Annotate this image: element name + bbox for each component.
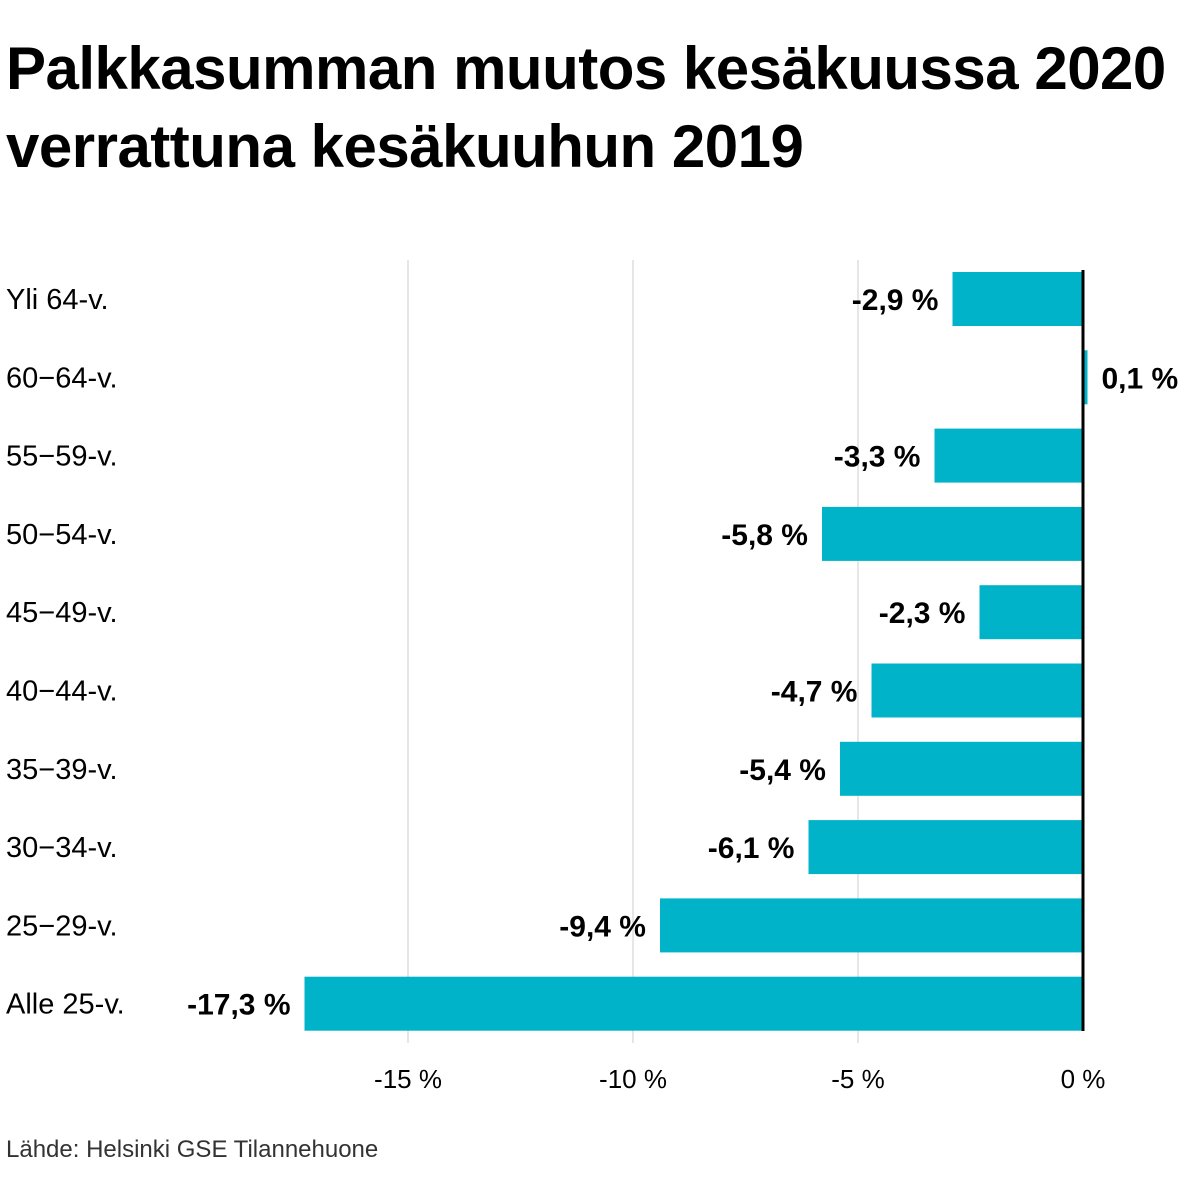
x-tick-label: 0 % (1061, 1064, 1106, 1094)
category-label: 50−54-v. (6, 519, 118, 551)
category-label: 45−49-v. (6, 597, 118, 629)
x-tick-label: -5 % (831, 1064, 884, 1094)
value-label: -3,3 % (834, 441, 921, 474)
category-label: 55−59-v. (6, 441, 118, 473)
category-label: 60−64-v. (6, 362, 118, 394)
value-label: -5,8 % (721, 519, 808, 552)
bar (952, 272, 1083, 326)
category-label: 30−34-v. (6, 832, 118, 864)
bar (1083, 350, 1088, 405)
x-tick-labels: -15 % -10 % -5 % 0 % (374, 1064, 1105, 1094)
category-label: Yli 64-v. (6, 284, 109, 316)
value-label: -4,7 % (771, 676, 858, 709)
value-label: -9,4 % (559, 910, 646, 943)
category-label: 25−29-v. (6, 910, 118, 942)
bar (934, 428, 1083, 483)
bars (304, 272, 1088, 1031)
value-label: -17,3 % (187, 989, 290, 1022)
x-tick-label: -15 % (374, 1064, 442, 1094)
bar (822, 506, 1083, 561)
bar (304, 976, 1083, 1031)
category-label: 40−44-v. (6, 676, 118, 708)
bar (979, 585, 1083, 640)
category-label: 35−39-v. (6, 754, 118, 786)
category-labels: Yli 64-v. 60−64-v. 55−59-v. 50−54-v. 45−49-v… (6, 284, 125, 1021)
value-label: -2,9 % (852, 284, 939, 317)
chart-title: Palkkasumman muutos kesäkuussa 2020 verr… (6, 35, 1166, 180)
bar (808, 820, 1083, 875)
bar (660, 898, 1083, 953)
bar-chart: Yli 64-v. 60−64-v. 55−59-v. 50−54-v. 45−49-v… (6, 260, 1178, 1094)
value-label: -2,3 % (879, 597, 966, 630)
source-note: Lähde: Helsinki GSE Tilannehuone (6, 1136, 379, 1163)
value-label: -5,4 % (739, 754, 826, 787)
value-label: 0,1 % (1102, 362, 1179, 395)
category-label: Alle 25-v. (6, 989, 125, 1021)
value-labels: -2,9 % 0,1 % -3,3 % -5,8 % -2,3 % -4,7 % -5,4 … (187, 284, 1178, 1022)
bar (871, 663, 1083, 718)
x-tick-label: -10 % (599, 1064, 667, 1094)
value-label: -6,1 % (708, 832, 795, 865)
bar (840, 741, 1083, 796)
